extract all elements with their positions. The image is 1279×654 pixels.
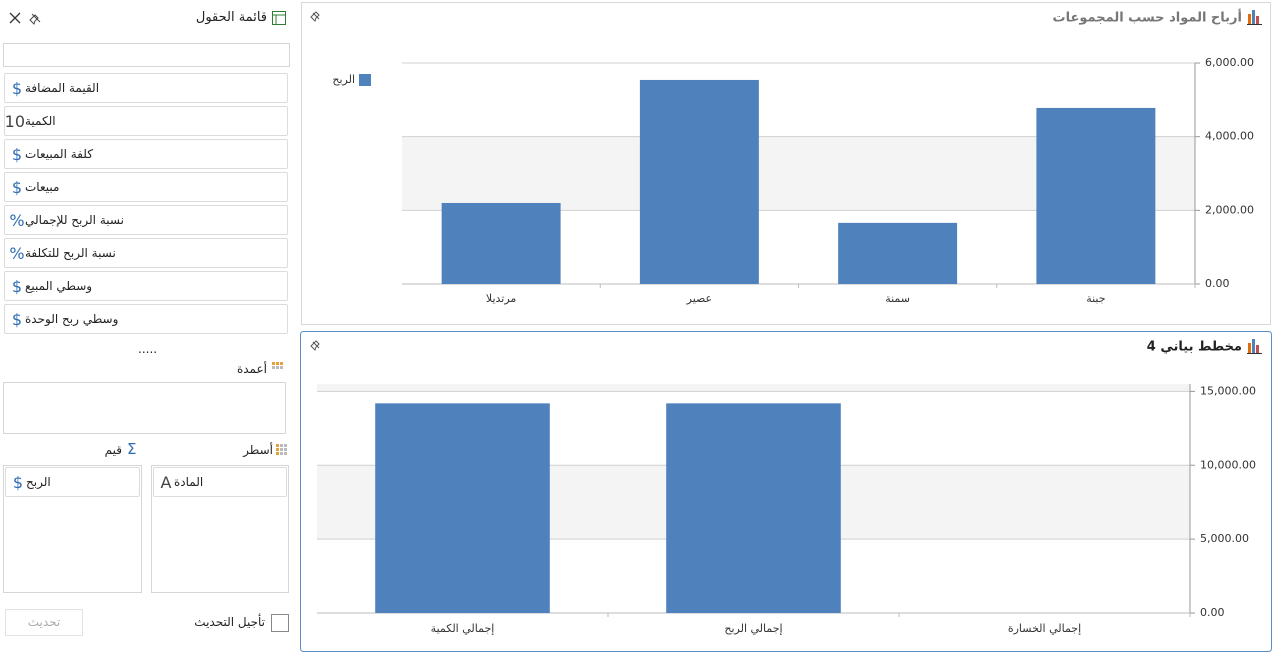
rows-drop-zone[interactable]: [151, 465, 289, 593]
field-label: وسطي المبيع: [25, 279, 93, 293]
field-label: نسبة الربح للإجمالي: [25, 213, 124, 227]
rows-icon: [276, 444, 287, 455]
y-tick-label: 15,000.00: [1200, 384, 1256, 397]
x-tick-label: جبنة: [1086, 292, 1105, 305]
bar: [639, 79, 759, 285]
y-tick-label: 4,000.00: [1205, 130, 1254, 143]
field-label: الربح: [26, 475, 51, 489]
field-item[interactable]: $ مبيعات: [4, 172, 288, 202]
bar: [1036, 107, 1156, 284]
defer-checkbox[interactable]: [271, 614, 289, 632]
field-icon: A: [160, 472, 172, 492]
field-icon: $: [11, 309, 23, 329]
field-item[interactable]: $ وسطي المبيع: [4, 271, 288, 301]
field-item[interactable]: % نسبة الربح للتكلفة: [4, 238, 288, 268]
x-tick-label: إجمالي الكمية: [431, 622, 495, 635]
field-label: المادة: [174, 475, 204, 489]
field-list-title: قائمة الحقول: [195, 10, 267, 25]
pin-button[interactable]: [29, 11, 43, 25]
x-tick-label: مرتديلا: [486, 292, 517, 305]
field-icon: $: [11, 276, 23, 296]
field-item[interactable]: $ كلفة المبيعات: [4, 139, 288, 169]
y-tick-label: 10,000.00: [1200, 458, 1256, 471]
chart-icon: [1247, 10, 1262, 25]
more-indicator[interactable]: .....: [138, 342, 158, 356]
field-item[interactable]: $ وسطي ربح الوحدة: [4, 304, 288, 334]
field-icon: $: [11, 177, 23, 197]
field-label: كلفة المبيعات: [25, 147, 93, 161]
legend-label: الربح: [332, 73, 355, 86]
x-tick-label: إجمالي الربح: [724, 622, 782, 635]
field-icon: 10: [4, 111, 25, 131]
y-tick-label: 0.00: [1205, 277, 1230, 290]
legend-swatch: [359, 74, 371, 86]
field-item[interactable]: A المادة: [153, 467, 287, 497]
field-list-icon: [272, 11, 286, 25]
bar: [838, 222, 958, 284]
pin-icon[interactable]: [310, 11, 320, 22]
columns-label: أعمدة: [236, 362, 267, 376]
field-icon: $: [12, 472, 24, 492]
field-item[interactable]: $ القيمة المضافة: [4, 73, 288, 103]
bar: [375, 403, 550, 613]
chart-title: مخطط بياني 4: [1147, 340, 1242, 355]
y-tick-label: 0.00: [1200, 606, 1225, 619]
bar: [441, 202, 561, 284]
field-label: الكمية: [25, 114, 56, 128]
field-icon: %: [9, 243, 25, 263]
field-label: مبيعات: [25, 180, 60, 194]
y-tick-label: 2,000.00: [1205, 203, 1254, 216]
field-item[interactable]: 10 الكمية: [4, 106, 288, 136]
x-tick-label: إجمالي الخسارة: [1008, 622, 1081, 635]
grid-band: [317, 384, 1190, 392]
field-label: وسطي ربح الوحدة: [25, 312, 119, 326]
x-tick-label: سمنة: [885, 292, 910, 305]
pin-icon[interactable]: [310, 340, 320, 351]
columns-drop-zone[interactable]: [3, 382, 286, 434]
rows-label: أسطر: [243, 443, 273, 457]
field-item[interactable]: $ الربح: [5, 467, 140, 497]
update-button[interactable]: تحديث: [5, 609, 83, 636]
x-tick-label: عصير: [686, 292, 713, 305]
search-box[interactable]: [3, 43, 290, 67]
y-tick-label: 6,000.00: [1205, 56, 1254, 69]
defer-label: تأجيل التحديث: [194, 615, 265, 629]
values-label: قيم: [104, 443, 122, 457]
chart-title: أرباح المواد حسب المجموعات: [1053, 9, 1242, 26]
chart-icon: [1247, 339, 1262, 354]
field-list-panel: قائمة الحقول $ القيمة المضافة 10 الكمية $ كلف…: [0, 0, 295, 654]
values-icon: Σ: [127, 440, 137, 458]
y-tick-label: 5,000.00: [1200, 532, 1249, 545]
columns-icon: [272, 362, 283, 369]
bar: [666, 403, 841, 613]
field-item[interactable]: % نسبة الربح للإجمالي: [4, 205, 288, 235]
field-label: القيمة المضافة: [25, 81, 100, 95]
field-icon: %: [9, 210, 25, 230]
field-label: نسبة الربح للتكلفة: [25, 246, 116, 260]
values-drop-zone[interactable]: [3, 465, 142, 593]
field-icon: $: [11, 144, 23, 164]
close-button[interactable]: [8, 11, 22, 25]
field-icon: $: [11, 78, 23, 98]
